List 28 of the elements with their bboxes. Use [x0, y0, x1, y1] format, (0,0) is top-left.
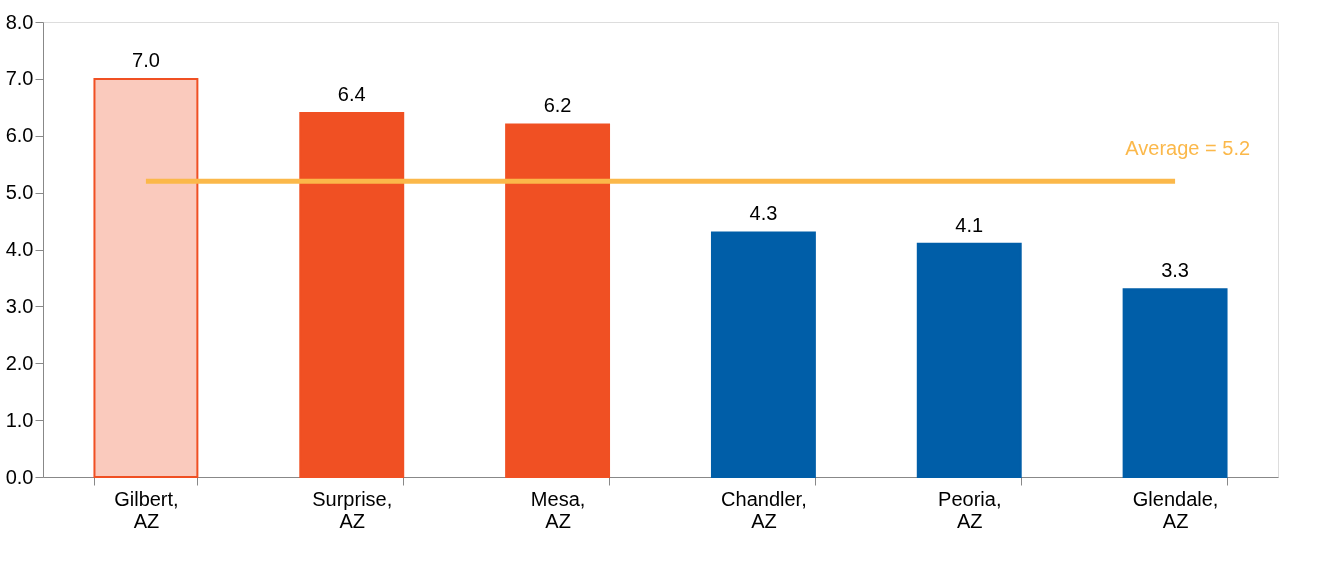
y-tick-label: 5.0: [5, 181, 34, 204]
bar: [1122, 288, 1228, 478]
bar: [916, 242, 1022, 478]
y-tick-label: 4.0: [5, 238, 34, 260]
y-tick-label: 8.0: [5, 10, 34, 33]
x-tick-label: Mesa, AZ: [530, 487, 586, 532]
data-label: 6.2: [543, 94, 572, 117]
bar: [710, 231, 816, 478]
bar: [299, 112, 405, 478]
y-tick-label: 1.0: [5, 408, 34, 431]
y-tick-label: 3.0: [5, 294, 34, 317]
data-label: 7.0: [132, 48, 160, 71]
x-tick-label: Gilbert, AZ: [114, 487, 179, 532]
bar: [93, 77, 199, 478]
data-label: 6.4: [337, 83, 366, 105]
y-tick-label: 7.0: [5, 67, 34, 90]
data-label: 4.3: [749, 202, 778, 225]
x-tick-label: Peoria, AZ: [938, 487, 1002, 532]
y-tick-label: 0.0: [5, 465, 34, 488]
y-tick-label: 6.0: [5, 124, 34, 147]
ref-line-label: Average = 5.2: [1125, 137, 1251, 160]
x-tick-label: Surprise, AZ: [312, 487, 393, 532]
x-tick-label: Chandler, AZ: [721, 487, 807, 532]
y-tick-label: 2.0: [5, 351, 34, 374]
data-label: 4.1: [955, 213, 984, 236]
bar: [505, 123, 611, 478]
x-tick-label: Glendale, AZ: [1132, 487, 1219, 532]
data-label: 3.3: [1161, 259, 1189, 282]
